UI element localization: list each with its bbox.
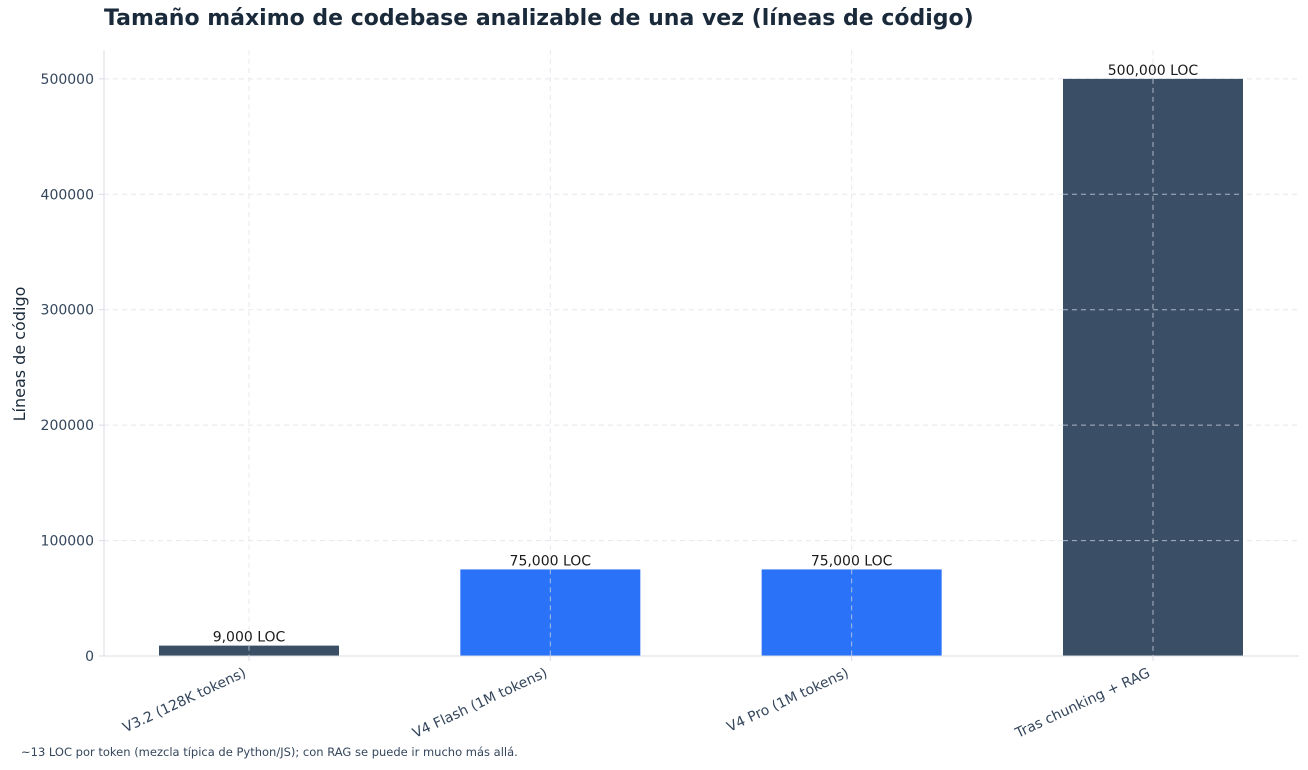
y-tick-label: 100000 [41,534,94,550]
x-tick-label: Tras chunking + RAG [1012,665,1153,742]
chart-title: Tamaño máximo de codebase analizable de … [104,6,974,31]
x-tick-label: V3.2 (128K tokens) [120,665,248,736]
data-labels: 9,000 LOC 75,000 LOC 75,000 LOC 500,000 LOC [213,63,1199,646]
footnote: ~13 LOC por token (mezcla típica de Pyth… [21,745,518,759]
bar [159,645,339,656]
x-tick-label: V4 Pro (1M tokens) [725,665,852,735]
y-tick-label: 0 [85,649,94,665]
x-tick-label: V4 Flash (1M tokens) [410,665,550,742]
data-label: 75,000 LOC [510,553,592,569]
y-tick-label: 500000 [41,72,94,88]
y-tick-label: 400000 [41,187,94,203]
grid-overlay [248,78,1243,656]
bars [159,78,1243,657]
data-label: 500,000 LOC [1108,63,1199,79]
data-label: 75,000 LOC [811,553,893,569]
y-axis-title: Líneas de código [10,287,29,422]
y-tick-label: 300000 [41,303,94,319]
y-tick-label: 200000 [41,418,94,434]
data-label: 9,000 LOC [213,630,286,646]
